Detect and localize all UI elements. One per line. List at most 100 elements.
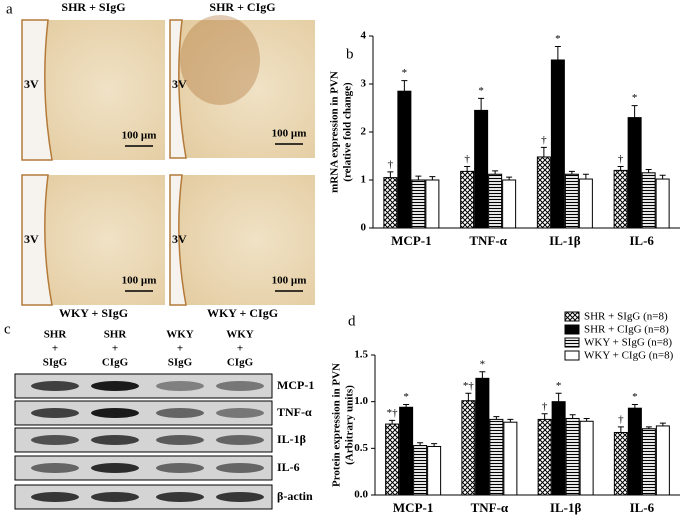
legend-label: WKY + CIgG (n=8) <box>584 350 674 362</box>
significance-mark: * <box>632 92 638 104</box>
bar <box>565 417 580 496</box>
bar <box>550 59 565 229</box>
significance-mark: † <box>388 158 394 170</box>
band-label: β-actin <box>277 489 313 503</box>
y-tick-label: 4 <box>361 30 367 42</box>
blot-band <box>91 463 139 473</box>
error-bar <box>429 176 436 180</box>
error-bar <box>389 419 396 425</box>
significance-mark: * <box>632 391 638 403</box>
bar <box>502 179 517 229</box>
y-tick-label: 3 <box>361 78 367 90</box>
micrograph <box>170 175 315 305</box>
micrograph <box>170 20 315 158</box>
bar <box>397 90 412 229</box>
blot-band <box>91 435 139 445</box>
x-tick-label: IL-6 <box>630 500 655 515</box>
y-tick-label: 2 <box>361 126 367 138</box>
error-bar <box>479 371 486 379</box>
blot-band <box>91 408 139 418</box>
bar <box>475 377 490 496</box>
legend-swatch <box>564 324 580 335</box>
bar <box>579 420 594 496</box>
bar <box>613 169 628 229</box>
blot-band <box>156 408 204 418</box>
blot-band <box>156 381 204 391</box>
blot-band <box>31 408 79 418</box>
bar <box>613 431 628 496</box>
region-label: 3V <box>24 232 39 246</box>
error-bar <box>387 171 394 178</box>
legend-swatch <box>564 311 580 322</box>
significance-mark: *† <box>463 380 475 392</box>
bar <box>474 109 489 229</box>
panel-label: c <box>4 321 11 337</box>
lane-label: + <box>52 343 58 355</box>
bar <box>578 178 593 229</box>
blot-band <box>31 463 79 473</box>
bar <box>503 421 518 496</box>
blot-band <box>156 435 204 445</box>
error-bar <box>583 417 590 422</box>
error-bar <box>631 403 638 409</box>
band-label: TNF-α <box>277 405 312 419</box>
bar <box>399 406 414 496</box>
x-tick-label: MCP-1 <box>391 233 431 248</box>
y-axis-label: Protein expression in PVN <box>331 363 343 487</box>
band-label: MCP-1 <box>277 378 314 392</box>
image-label: SHR + CIgG <box>209 0 275 14</box>
error-bar <box>464 166 471 172</box>
scale-label: 100 µm <box>272 128 307 140</box>
significance-mark: * <box>556 380 562 392</box>
y-tick-label: 0.0 <box>354 489 368 501</box>
y-tick-label: 1 <box>361 174 367 186</box>
error-bar <box>541 413 548 420</box>
lane-label: WKY <box>166 329 194 341</box>
error-bar <box>506 176 513 180</box>
blot-band <box>156 492 204 502</box>
error-bar <box>401 80 408 92</box>
x-tick-label: IL-6 <box>629 233 654 248</box>
error-bar <box>631 105 638 118</box>
y-axis-label: (Arbitrary units) <box>344 385 356 465</box>
legend-swatch <box>564 337 580 348</box>
bar <box>641 428 656 496</box>
blot-band <box>216 492 264 502</box>
ventricle <box>169 19 187 159</box>
scale-label: 100 µm <box>122 275 157 287</box>
blot-band <box>31 381 79 391</box>
bar <box>425 179 440 229</box>
y-tick-label: 1.5 <box>354 349 368 361</box>
bar <box>460 170 475 229</box>
ventricle <box>21 19 53 161</box>
error-bar <box>540 146 547 157</box>
error-bar <box>659 174 666 180</box>
legend-label: SHR + CIgG (n=8) <box>584 324 669 336</box>
band-label: IL-1β <box>277 432 306 446</box>
lane-label: + <box>177 343 183 355</box>
significance-mark: † <box>618 153 624 165</box>
bar <box>413 445 428 496</box>
region-label: 3V <box>172 232 187 246</box>
bar <box>488 173 503 229</box>
scale-label: 100 µm <box>272 275 307 287</box>
bar <box>537 418 552 496</box>
image-label: WKY + CIgG <box>207 306 278 320</box>
error-bar <box>645 426 652 429</box>
significance-mark: † <box>542 400 548 412</box>
error-bar <box>617 426 624 433</box>
error-bar <box>645 168 652 173</box>
y-axis-label: (relative fold change) <box>342 82 354 182</box>
error-bar <box>659 422 666 426</box>
bar <box>385 423 400 496</box>
scale-label: 100 µm <box>122 130 157 142</box>
bar <box>551 401 566 496</box>
bar <box>627 407 642 496</box>
bar <box>536 156 551 229</box>
error-bar <box>403 403 410 408</box>
error-bar <box>417 442 424 446</box>
error-bar <box>492 170 499 175</box>
error-bar <box>478 97 485 111</box>
y-tick-label: 0.5 <box>354 442 368 454</box>
error-bar <box>555 392 562 402</box>
